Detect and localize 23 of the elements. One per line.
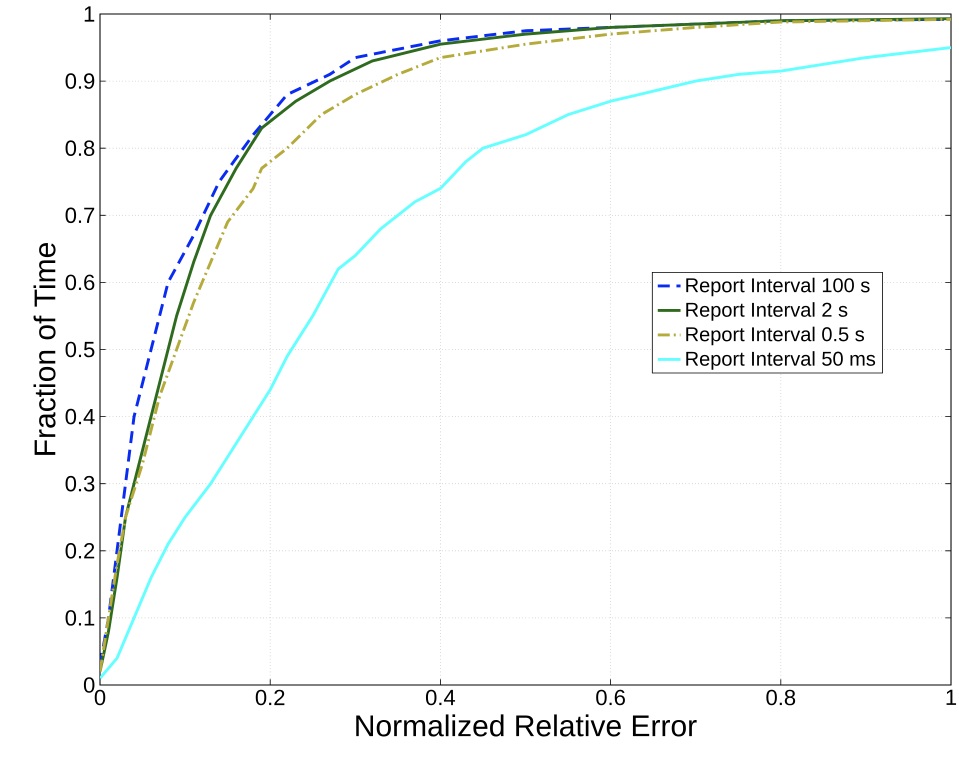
x-tick-label: 0 [94,690,106,706]
y-tick-label: 0.4 [66,408,95,424]
legend-label: Report Interval 2 s [686,302,848,321]
y-tick-label: 0.2 [66,543,94,559]
x-tick-label: 0.2 [256,690,284,706]
y-tick-label: 0.1 [66,610,94,626]
x-tick-label: 0.4 [426,690,456,706]
x-tick-label: 0.6 [596,690,625,706]
y-tick-label: 0.7 [66,208,94,224]
y-tick-label: 0.6 [66,274,94,290]
y-axis-title: Fraction of Time [34,243,56,455]
x-tick-label: 0.8 [766,690,796,706]
y-tick-label: 0.8 [66,140,94,156]
y-tick-label: 1 [84,6,94,22]
y-tick-label: 0.3 [66,476,94,492]
x-tick-label: 1 [946,690,956,705]
legend-label: Report Interval 100 s [686,278,870,296]
legend-label: Report Interval 50 ms [686,351,876,370]
y-tick-label: 0 [84,677,94,693]
legend-label: Report Interval 0.5 s [686,326,864,346]
x-axis-title: Normalized Relative Error [356,714,697,736]
y-tick-label: 0.5 [66,342,94,358]
y-tick-label: 0.9 [66,73,94,89]
